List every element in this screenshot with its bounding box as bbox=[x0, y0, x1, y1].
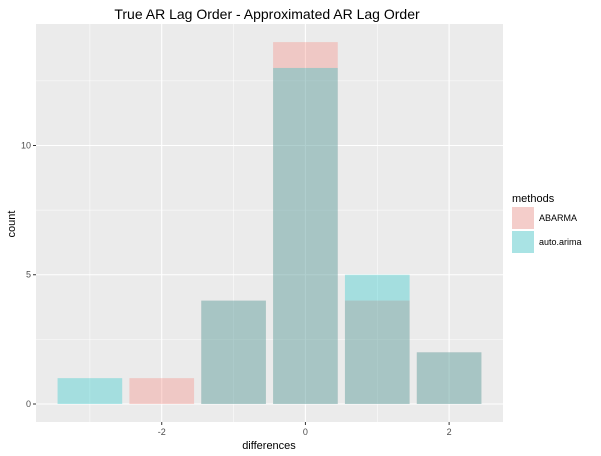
x-tick-label: -2 bbox=[158, 427, 166, 437]
legend-label-abarma: ABARMA bbox=[539, 213, 577, 223]
grid-lines bbox=[36, 24, 503, 422]
legend-label-auto-arima: auto.arima bbox=[539, 237, 582, 247]
bar-abarma bbox=[201, 300, 266, 404]
legend-swatch-abarma bbox=[512, 207, 534, 229]
bar-auto-arima bbox=[273, 67, 338, 404]
y-axis-title: count bbox=[6, 211, 18, 238]
y-tick-label: 5 bbox=[26, 270, 31, 280]
bar-abarma bbox=[273, 42, 338, 404]
legend-key-abarma-bg bbox=[512, 207, 534, 229]
bars-layer bbox=[57, 42, 482, 404]
legend: methods ABARMA auto.arima bbox=[512, 193, 582, 253]
y-axis: 0 5 10 bbox=[21, 140, 36, 409]
legend-swatch-auto-arima bbox=[512, 231, 534, 253]
chart-title: True AR Lag Order - Approximated AR Lag … bbox=[114, 6, 420, 22]
x-axis: -2 0 2 bbox=[158, 422, 452, 437]
bar-auto-arima bbox=[344, 274, 410, 404]
x-tick-label: 0 bbox=[303, 427, 308, 437]
bar-auto-arima bbox=[57, 378, 123, 404]
legend-key-auto-arima-bg bbox=[512, 231, 534, 253]
y-tick-label: 10 bbox=[21, 140, 31, 150]
x-axis-title: differences bbox=[242, 440, 296, 452]
bar-abarma bbox=[129, 378, 195, 404]
legend-title: methods bbox=[512, 193, 555, 205]
bar-auto-arima bbox=[201, 300, 266, 404]
x-tick-label: 2 bbox=[447, 427, 452, 437]
y-tick-label: 0 bbox=[26, 399, 31, 409]
bar-auto-arima bbox=[416, 352, 482, 404]
bar-abarma bbox=[344, 300, 410, 404]
plot-panel bbox=[36, 24, 503, 422]
bar-abarma bbox=[416, 352, 482, 404]
